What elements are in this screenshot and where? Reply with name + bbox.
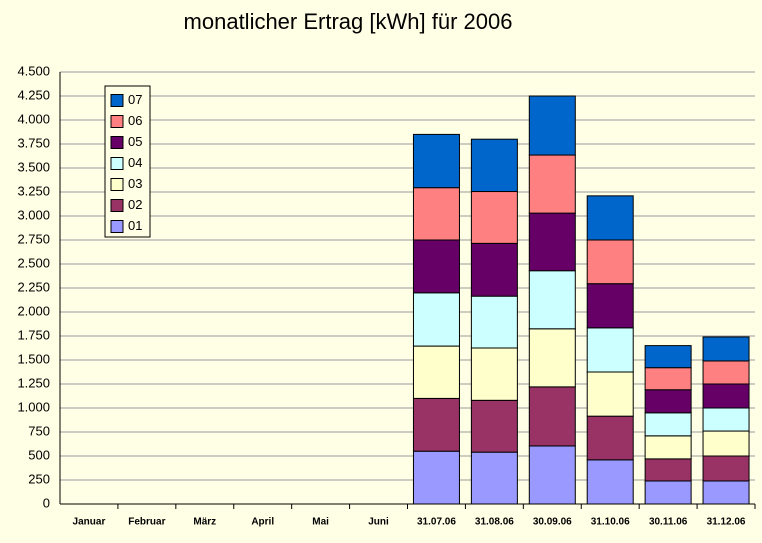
bar-segment: [702, 480, 750, 505]
legend-swatch: [110, 220, 124, 233]
y-tick-label: 3.750: [17, 135, 50, 150]
bar-segment: [644, 435, 692, 460]
y-tick-label: 2.000: [17, 303, 50, 318]
x-tick-label: März: [193, 517, 216, 528]
bar-segment: [586, 239, 634, 285]
bar-segment: [702, 407, 750, 432]
legend-label: 02: [128, 197, 142, 212]
y-tick-label: 500: [28, 447, 50, 462]
x-tick-label: Januar: [73, 517, 106, 528]
y-tick-label: 250: [28, 471, 50, 486]
bar-segment: [586, 283, 634, 329]
bar-segment: [586, 327, 634, 373]
legend-label: 05: [128, 134, 142, 149]
y-tick-label: 3.500: [17, 159, 50, 174]
bar-segment: [702, 430, 750, 457]
bar-segment: [644, 389, 692, 414]
bar-segment: [470, 191, 518, 244]
y-tick-label: 4.000: [17, 111, 50, 126]
bar-segment: [470, 347, 518, 401]
bar-segment: [470, 242, 518, 297]
bar-segment: [586, 415, 634, 461]
bar-segment: [470, 138, 518, 193]
x-tick-label: 30.09.06: [533, 517, 572, 528]
bar-segment: [702, 360, 750, 385]
bar-segment: [470, 451, 518, 505]
bar-segment: [528, 445, 576, 505]
bar-segment: [528, 154, 576, 214]
bar-segment: [412, 345, 460, 399]
y-tick-label: 2.500: [17, 255, 50, 270]
x-tick-label: Juni: [368, 517, 389, 528]
bar-segment: [644, 458, 692, 482]
y-tick-label: 0: [43, 495, 50, 510]
bar-segment: [470, 295, 518, 349]
bar-segment: [586, 195, 634, 241]
y-tick-label: 1.750: [17, 327, 50, 342]
legend-label: 04: [128, 155, 142, 170]
x-tick-label: 31.07.06: [417, 517, 456, 528]
bar-segment: [412, 187, 460, 241]
bar-segment: [528, 328, 576, 388]
bar-segment: [528, 386, 576, 447]
legend-label: 07: [128, 92, 142, 107]
y-tick-label: 3.000: [17, 207, 50, 222]
y-tick-label: 1.000: [17, 399, 50, 414]
bar-segment: [702, 336, 750, 362]
bar-segment: [412, 397, 460, 452]
legend-label: 01: [128, 218, 142, 233]
bar-segment: [702, 383, 750, 409]
bar-segment: [412, 292, 460, 347]
bar-segment: [644, 367, 692, 391]
bar-segment: [528, 95, 576, 156]
bar-segment: [412, 133, 460, 189]
legend-label: 03: [128, 176, 142, 191]
y-tick-label: 1.500: [17, 351, 50, 366]
legend-swatch: [110, 178, 124, 191]
bar-segment: [644, 480, 692, 505]
legend-label: 06: [128, 113, 142, 128]
y-tick-label: 2.250: [17, 279, 50, 294]
x-tick-label: 30.11.06: [649, 517, 688, 528]
y-tick-label: 3.250: [17, 183, 50, 198]
x-tick-label: 31.10.06: [591, 517, 630, 528]
bar-segment: [528, 270, 576, 330]
bar-segment: [470, 399, 518, 453]
x-tick-label: 31.12.06: [707, 517, 746, 528]
bar-segment: [644, 345, 692, 369]
y-tick-label: 4.500: [17, 63, 50, 78]
legend-swatch: [110, 94, 124, 107]
bar-segment: [412, 450, 460, 505]
chart-title: monatlicher Ertrag [kWh] für 2006: [184, 9, 513, 34]
legend-swatch: [110, 136, 124, 149]
y-tick-label: 750: [28, 423, 50, 438]
x-tick-label: Februar: [128, 517, 165, 528]
bar-segment: [644, 412, 692, 437]
x-tick-label: Mai: [312, 517, 329, 528]
legend-swatch: [110, 157, 124, 170]
y-tick-label: 4.250: [17, 87, 50, 102]
bar-segment: [586, 371, 634, 417]
bar-segment: [528, 212, 576, 272]
y-tick-label: 1.250: [17, 375, 50, 390]
legend-swatch: [110, 115, 124, 128]
bar-segment: [412, 239, 460, 294]
bar-segment: [702, 455, 750, 482]
y-tick-label: 2.750: [17, 231, 50, 246]
bar-segment: [586, 459, 634, 505]
legend-swatch: [110, 199, 124, 212]
x-tick-label: April: [251, 517, 274, 528]
x-tick-label: 31.08.06: [475, 517, 514, 528]
